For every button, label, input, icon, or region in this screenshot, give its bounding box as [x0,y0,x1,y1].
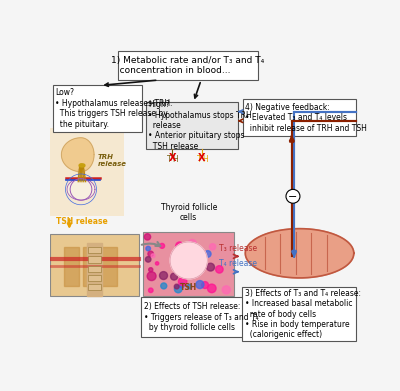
Text: 3) Effects of T₃ and T₄ release:
• Increased basal metabolic
  rate of body cell: 3) Effects of T₃ and T₄ release: • Incre… [244,289,360,339]
Circle shape [207,263,214,271]
Circle shape [146,246,150,251]
Bar [50,234,139,296]
Circle shape [156,262,159,265]
Circle shape [188,264,196,273]
Polygon shape [101,247,117,285]
Polygon shape [78,169,84,182]
Bar [50,128,124,216]
Polygon shape [87,243,102,296]
Text: H: H [202,155,208,164]
Circle shape [151,254,155,258]
Circle shape [189,253,198,262]
Text: T: T [196,155,201,164]
Circle shape [160,244,164,248]
Circle shape [210,244,216,250]
FancyBboxPatch shape [142,297,244,337]
FancyBboxPatch shape [53,85,142,132]
Circle shape [144,234,151,240]
Polygon shape [64,247,80,285]
Circle shape [174,284,179,289]
Circle shape [148,288,153,292]
Text: TRH
release: TRH release [98,154,127,167]
Circle shape [161,283,167,289]
Circle shape [174,285,182,293]
Circle shape [179,283,184,288]
Bar [88,247,101,253]
Text: T₄ release: T₄ release [219,259,257,268]
Text: T₃ release: T₃ release [219,244,257,253]
Circle shape [187,284,192,289]
Circle shape [222,286,230,294]
Circle shape [188,242,196,251]
Text: X: X [198,153,206,163]
Bar [88,284,101,290]
Circle shape [189,258,192,261]
Circle shape [286,189,300,203]
Polygon shape [67,179,95,200]
Circle shape [208,284,216,293]
Text: Thyroid follicle
cells: Thyroid follicle cells [160,203,217,222]
Text: 2) Effects of TSH release:
• Triggers release of T₃ and T₄
  by thyroid follicle: 2) Effects of TSH release: • Triggers re… [144,302,258,332]
Text: −: − [288,192,298,202]
Circle shape [204,251,211,257]
Text: X: X [169,153,176,163]
Circle shape [197,253,201,256]
Circle shape [149,268,153,272]
Circle shape [148,251,154,256]
Circle shape [170,242,207,279]
Circle shape [170,273,178,280]
Text: T: T [167,155,172,164]
Text: 1) Metabolic rate and/or T₃ and T₄
   concentration in blood...: 1) Metabolic rate and/or T₃ and T₄ conce… [111,56,264,75]
Polygon shape [82,247,98,285]
Bar [88,275,101,281]
Circle shape [196,280,204,289]
Circle shape [202,282,208,289]
Bar [143,232,234,296]
Circle shape [160,272,168,280]
Circle shape [176,242,184,250]
Text: High?
• Hypothalamus stops TRH
  release
• Anterior pituitary stops
  TSH releas: High? • Hypothalamus stops TRH release •… [148,100,252,151]
Circle shape [216,265,223,273]
Text: TSH release: TSH release [56,217,108,226]
Text: H: H [173,155,178,164]
FancyBboxPatch shape [146,102,238,149]
Text: 4) Negative feedback:
• Elevated T₃ and T₄ levels
  inhibit release of TRH and T: 4) Negative feedback: • Elevated T₃ and … [245,103,367,133]
Polygon shape [245,229,354,278]
Text: Low?
• Hypothalamus releases TRH.
  This triggers TSH release by
  the pituitary: Low? • Hypothalamus releases TRH. This t… [56,88,173,129]
Circle shape [188,239,196,248]
Circle shape [146,256,151,262]
FancyBboxPatch shape [118,51,258,80]
Polygon shape [62,138,94,172]
Circle shape [147,272,156,281]
Circle shape [188,264,192,268]
FancyBboxPatch shape [243,99,356,136]
Bar [88,256,101,262]
FancyBboxPatch shape [242,287,356,341]
Text: TSH: TSH [180,283,197,292]
Circle shape [178,277,187,286]
Bar [88,265,101,272]
Circle shape [195,259,199,262]
